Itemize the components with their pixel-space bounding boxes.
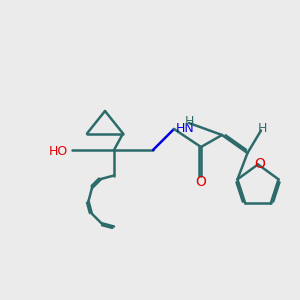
Text: O: O [196,175,206,188]
Text: HN: HN [176,122,194,136]
Text: HO: HO [48,145,68,158]
Text: H: H [258,122,267,136]
Text: H: H [184,115,194,128]
Text: O: O [254,158,265,171]
